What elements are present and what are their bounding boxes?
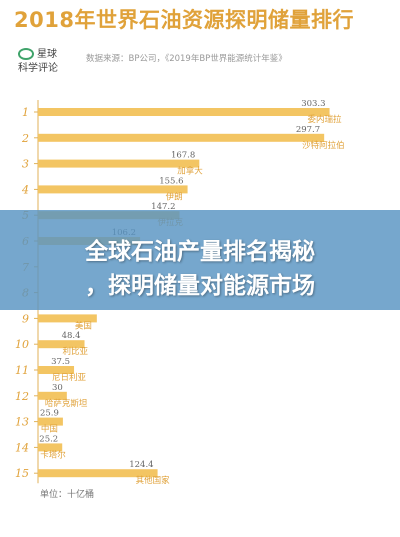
category-label: 委内瑞拉: [308, 114, 343, 125]
category-label: 利比亚: [63, 346, 89, 357]
rank-label: 13: [15, 416, 29, 429]
bar: [38, 159, 200, 168]
rank-label: 1: [22, 106, 29, 119]
category-label: 其他国家: [136, 475, 171, 486]
category-label: 伊朗: [166, 191, 183, 202]
value-label: 25.9: [40, 409, 59, 419]
bar: [38, 417, 63, 426]
bar: [38, 133, 325, 142]
category-label: 尼日利亚: [52, 372, 87, 383]
bar: [38, 108, 330, 116]
rank-label: 10: [15, 338, 29, 351]
rank-label: 14: [15, 441, 29, 454]
rank-label: 15: [15, 467, 29, 480]
chart-title: 2018年世界石油资源探明储量排行: [14, 8, 354, 32]
headline-line-2: ，探明储量对能源市场: [85, 273, 315, 299]
brand-name-line1: 星球: [37, 49, 57, 60]
bar: [38, 185, 188, 194]
planet-logo-icon: [18, 48, 34, 60]
value-label: 147.2: [151, 202, 175, 212]
value-label: 37.5: [51, 357, 70, 367]
bar: [38, 340, 85, 349]
data-source-note: 数据来源：BP公司，《2019年BP世界能源统计年鉴》: [86, 54, 287, 64]
bar: [38, 314, 97, 323]
value-label: 167.8: [171, 151, 195, 161]
bar: [38, 391, 67, 400]
category-label: 美国: [75, 320, 92, 331]
headline-line-1: 全球石油产量排名揭秘: [85, 239, 315, 265]
rank-label: 9: [22, 312, 29, 325]
value-label: 155.6: [159, 176, 183, 186]
rank-label: 2: [21, 132, 29, 145]
category-label: 中国: [41, 424, 58, 435]
headline-banner: 全球石油产量排名揭秘 ，探明储量对能源市场: [0, 210, 400, 310]
brand-logo: 星球 科学评论: [18, 48, 78, 76]
category-label: 加拿大: [177, 166, 203, 177]
category-label: 沙特阿拉伯: [302, 140, 345, 151]
rank-label: 4: [21, 183, 29, 196]
unit-note: 单位：十亿桶: [40, 490, 95, 500]
category-label: 哈萨克斯坦: [45, 398, 88, 409]
rank-label: 3: [22, 158, 29, 171]
category-label: 卡塔尔: [40, 449, 66, 460]
bar: [38, 366, 75, 374]
value-label: 297.7: [296, 125, 320, 135]
brand-name-line2: 科学评论: [18, 63, 58, 74]
rank-label: 11: [15, 364, 29, 377]
rank-label: 12: [15, 390, 29, 403]
bar: [38, 469, 158, 478]
value-label: 303.3: [301, 99, 325, 109]
value-label: 30: [52, 383, 63, 393]
bar: [38, 443, 63, 452]
value-label: 25.2: [39, 434, 58, 444]
value-label: 124.4: [129, 460, 153, 470]
value-label: 48.4: [62, 331, 81, 341]
